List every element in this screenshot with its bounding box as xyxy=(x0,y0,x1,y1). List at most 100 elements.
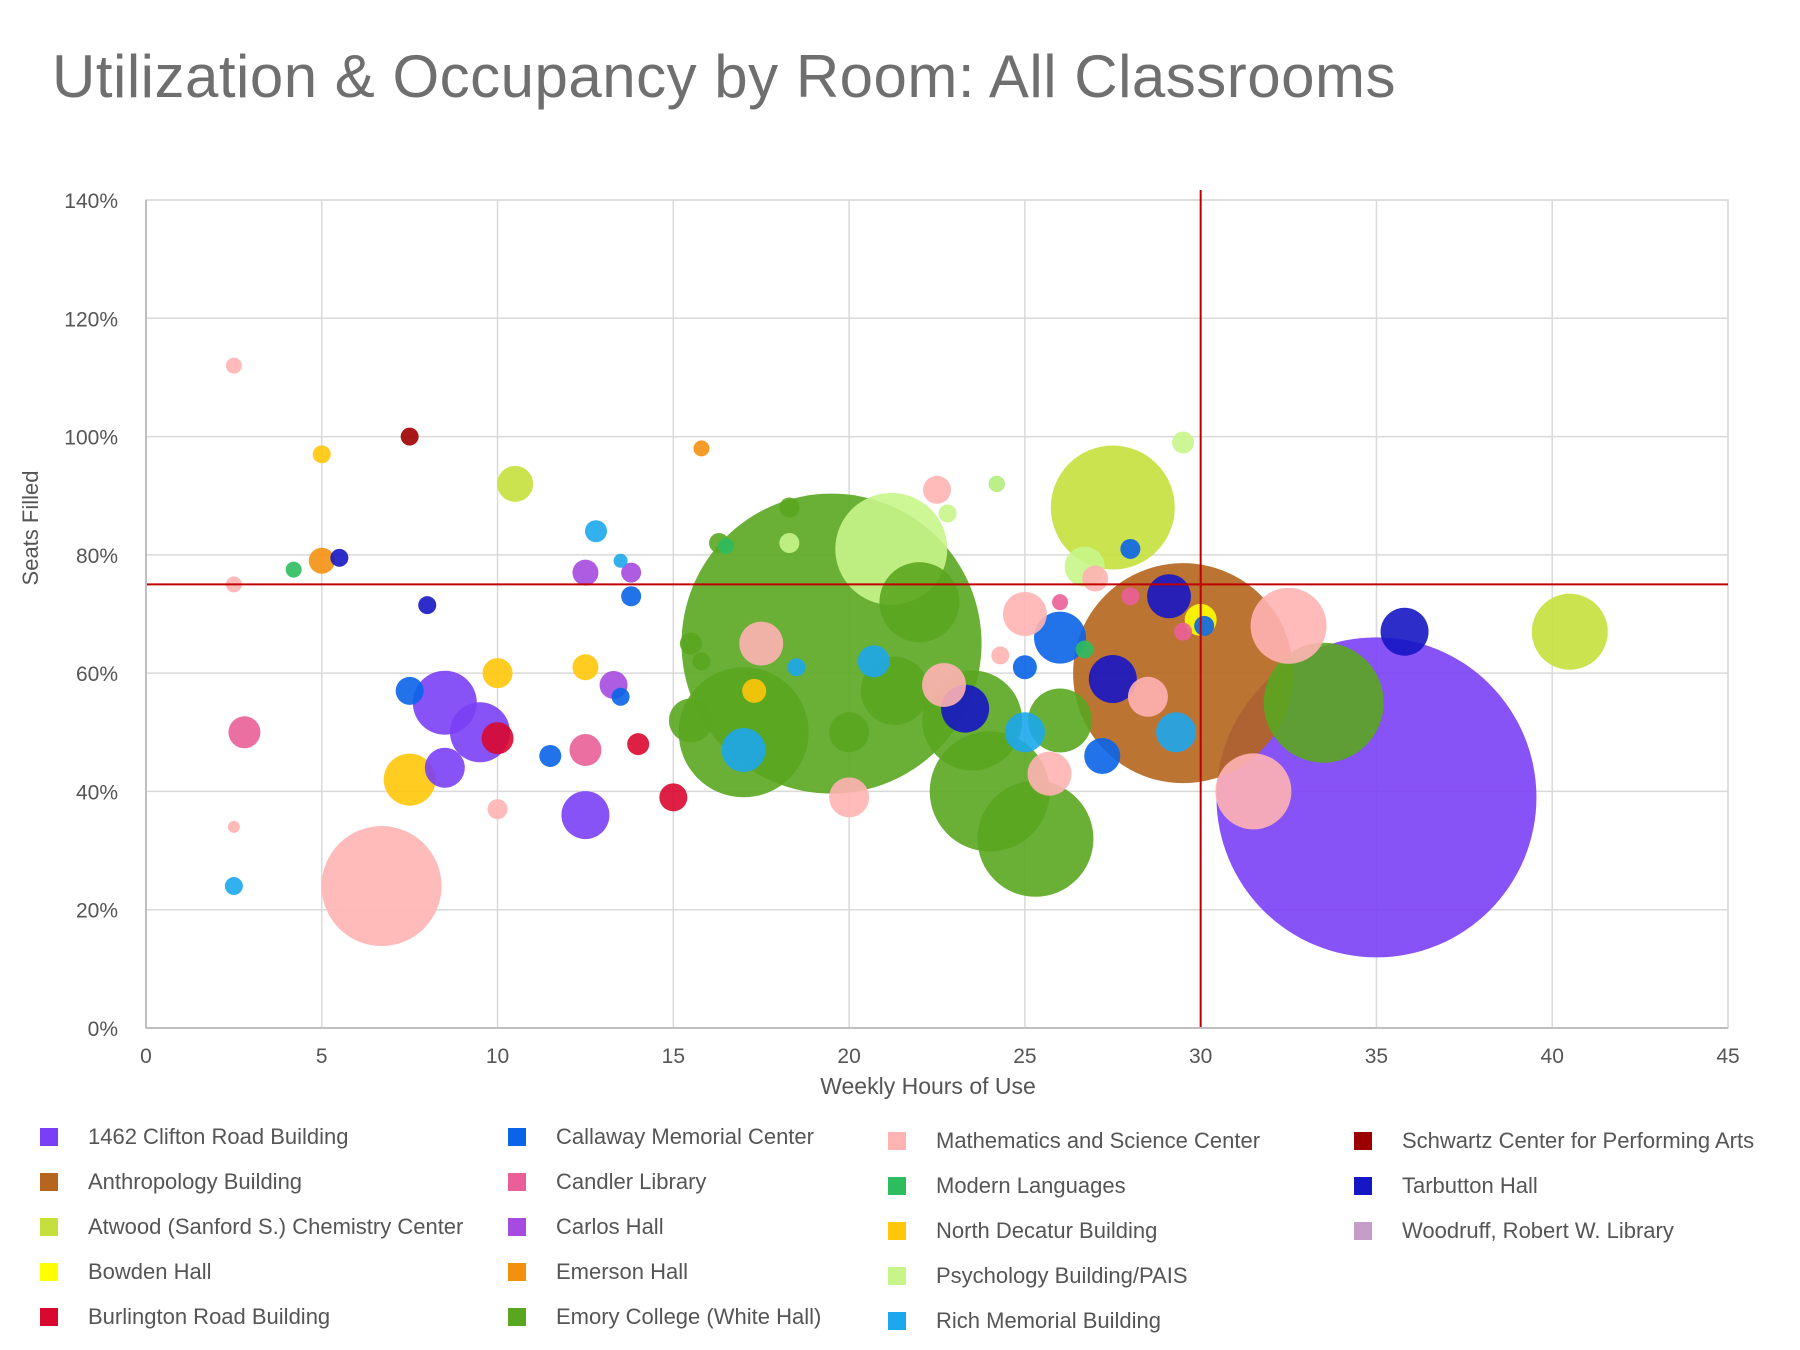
bubble xyxy=(539,744,562,767)
bubble xyxy=(395,676,424,705)
bubble xyxy=(977,780,1094,897)
x-tick-label: 15 xyxy=(662,1045,685,1068)
bubble xyxy=(938,504,957,523)
bubble xyxy=(1027,751,1072,796)
y-tick-label: 80% xyxy=(76,545,118,568)
x-tick-label: 30 xyxy=(1189,1045,1212,1068)
bubble xyxy=(224,877,243,896)
bubble xyxy=(1082,565,1109,592)
bubble xyxy=(285,561,302,578)
bubble xyxy=(829,712,870,753)
y-tick-label: 140% xyxy=(64,190,118,213)
bubble xyxy=(225,357,242,374)
x-tick-label: 20 xyxy=(837,1045,860,1068)
bubble xyxy=(1073,563,1294,784)
bubble xyxy=(922,662,967,707)
bubble xyxy=(424,747,465,788)
bubble xyxy=(779,497,800,518)
bubble xyxy=(1215,753,1292,830)
bubble xyxy=(1084,737,1121,774)
bubble xyxy=(1034,611,1087,664)
bubble xyxy=(572,559,599,586)
bubble xyxy=(1120,538,1141,559)
bubble xyxy=(1156,712,1197,753)
bubble xyxy=(308,547,335,574)
bubble xyxy=(1250,587,1327,664)
bubble xyxy=(569,734,602,767)
bubble xyxy=(227,820,240,833)
bubble xyxy=(787,658,806,677)
bubble xyxy=(1174,622,1193,641)
bubble xyxy=(561,791,610,840)
y-axis-label: Seats Filled xyxy=(18,471,43,586)
bubble xyxy=(659,783,688,812)
bubble xyxy=(383,753,436,806)
axes: 0 5 10 15 20 25 30 35 40 45 0% 20% 40% 60% 80% 100% 120%… xyxy=(64,190,1739,1068)
y-tick-label: 100% xyxy=(64,427,118,450)
bubble xyxy=(1052,594,1069,611)
bubble xyxy=(991,646,1010,665)
bubble xyxy=(621,586,642,607)
x-tick-label: 0 xyxy=(140,1045,152,1068)
bubble xyxy=(228,716,261,749)
chart-title: Utilization & Occupancy by Room: All Cla… xyxy=(52,43,1396,110)
bubble xyxy=(1127,676,1168,717)
bubble xyxy=(400,427,419,446)
bubble xyxy=(1012,655,1037,680)
bubble xyxy=(321,826,442,947)
bubble xyxy=(857,645,890,678)
bubble xyxy=(829,777,870,818)
bubble xyxy=(1172,431,1195,454)
bubble xyxy=(621,562,642,583)
x-tick-label: 5 xyxy=(316,1045,328,1068)
bubble xyxy=(482,658,513,689)
y-tick-label: 0% xyxy=(88,1018,118,1041)
bubble xyxy=(611,687,630,706)
bubble xyxy=(330,548,349,567)
bubble xyxy=(1002,592,1047,636)
bubble xyxy=(742,678,767,703)
x-tick-label: 45 xyxy=(1716,1045,1739,1068)
bubble xyxy=(1194,615,1215,636)
bubble xyxy=(679,632,702,655)
bubble xyxy=(1263,642,1384,763)
x-axis-label: Weekly Hours of Use xyxy=(820,1073,1036,1099)
bubble xyxy=(1531,593,1608,670)
y-tick-label: 120% xyxy=(64,308,118,331)
bubble xyxy=(497,465,534,502)
bubble xyxy=(1147,574,1192,619)
x-tick-label: 25 xyxy=(1013,1045,1036,1068)
bubble xyxy=(1088,655,1137,704)
x-tick-label: 10 xyxy=(486,1045,509,1068)
y-tick-label: 20% xyxy=(76,900,118,923)
bubble xyxy=(988,475,1005,492)
bubble xyxy=(1380,607,1429,656)
x-tick-label: 35 xyxy=(1365,1045,1388,1068)
bubble xyxy=(613,553,628,568)
bubble xyxy=(668,698,713,743)
bubble xyxy=(572,654,599,681)
bubble xyxy=(1004,712,1045,753)
bubble xyxy=(1121,587,1140,606)
bubble xyxy=(481,722,514,755)
bubble xyxy=(739,621,784,666)
bubble xyxy=(1075,640,1094,659)
bubble xyxy=(487,799,508,820)
bubble xyxy=(584,520,607,543)
y-tick-label: 40% xyxy=(76,781,118,804)
bubble xyxy=(627,733,650,756)
bubble-layer xyxy=(224,357,1608,958)
bubble xyxy=(779,533,800,554)
bubble xyxy=(718,537,735,554)
bubble xyxy=(312,445,331,464)
bubble xyxy=(879,562,960,643)
y-tick-label: 60% xyxy=(76,663,118,686)
x-tick-label: 40 xyxy=(1541,1045,1564,1068)
reference-lines xyxy=(146,190,1728,1028)
bubble xyxy=(721,728,766,773)
bubble xyxy=(923,475,951,504)
bubble xyxy=(693,440,710,457)
bubble xyxy=(692,652,711,671)
bubble xyxy=(1050,445,1175,570)
